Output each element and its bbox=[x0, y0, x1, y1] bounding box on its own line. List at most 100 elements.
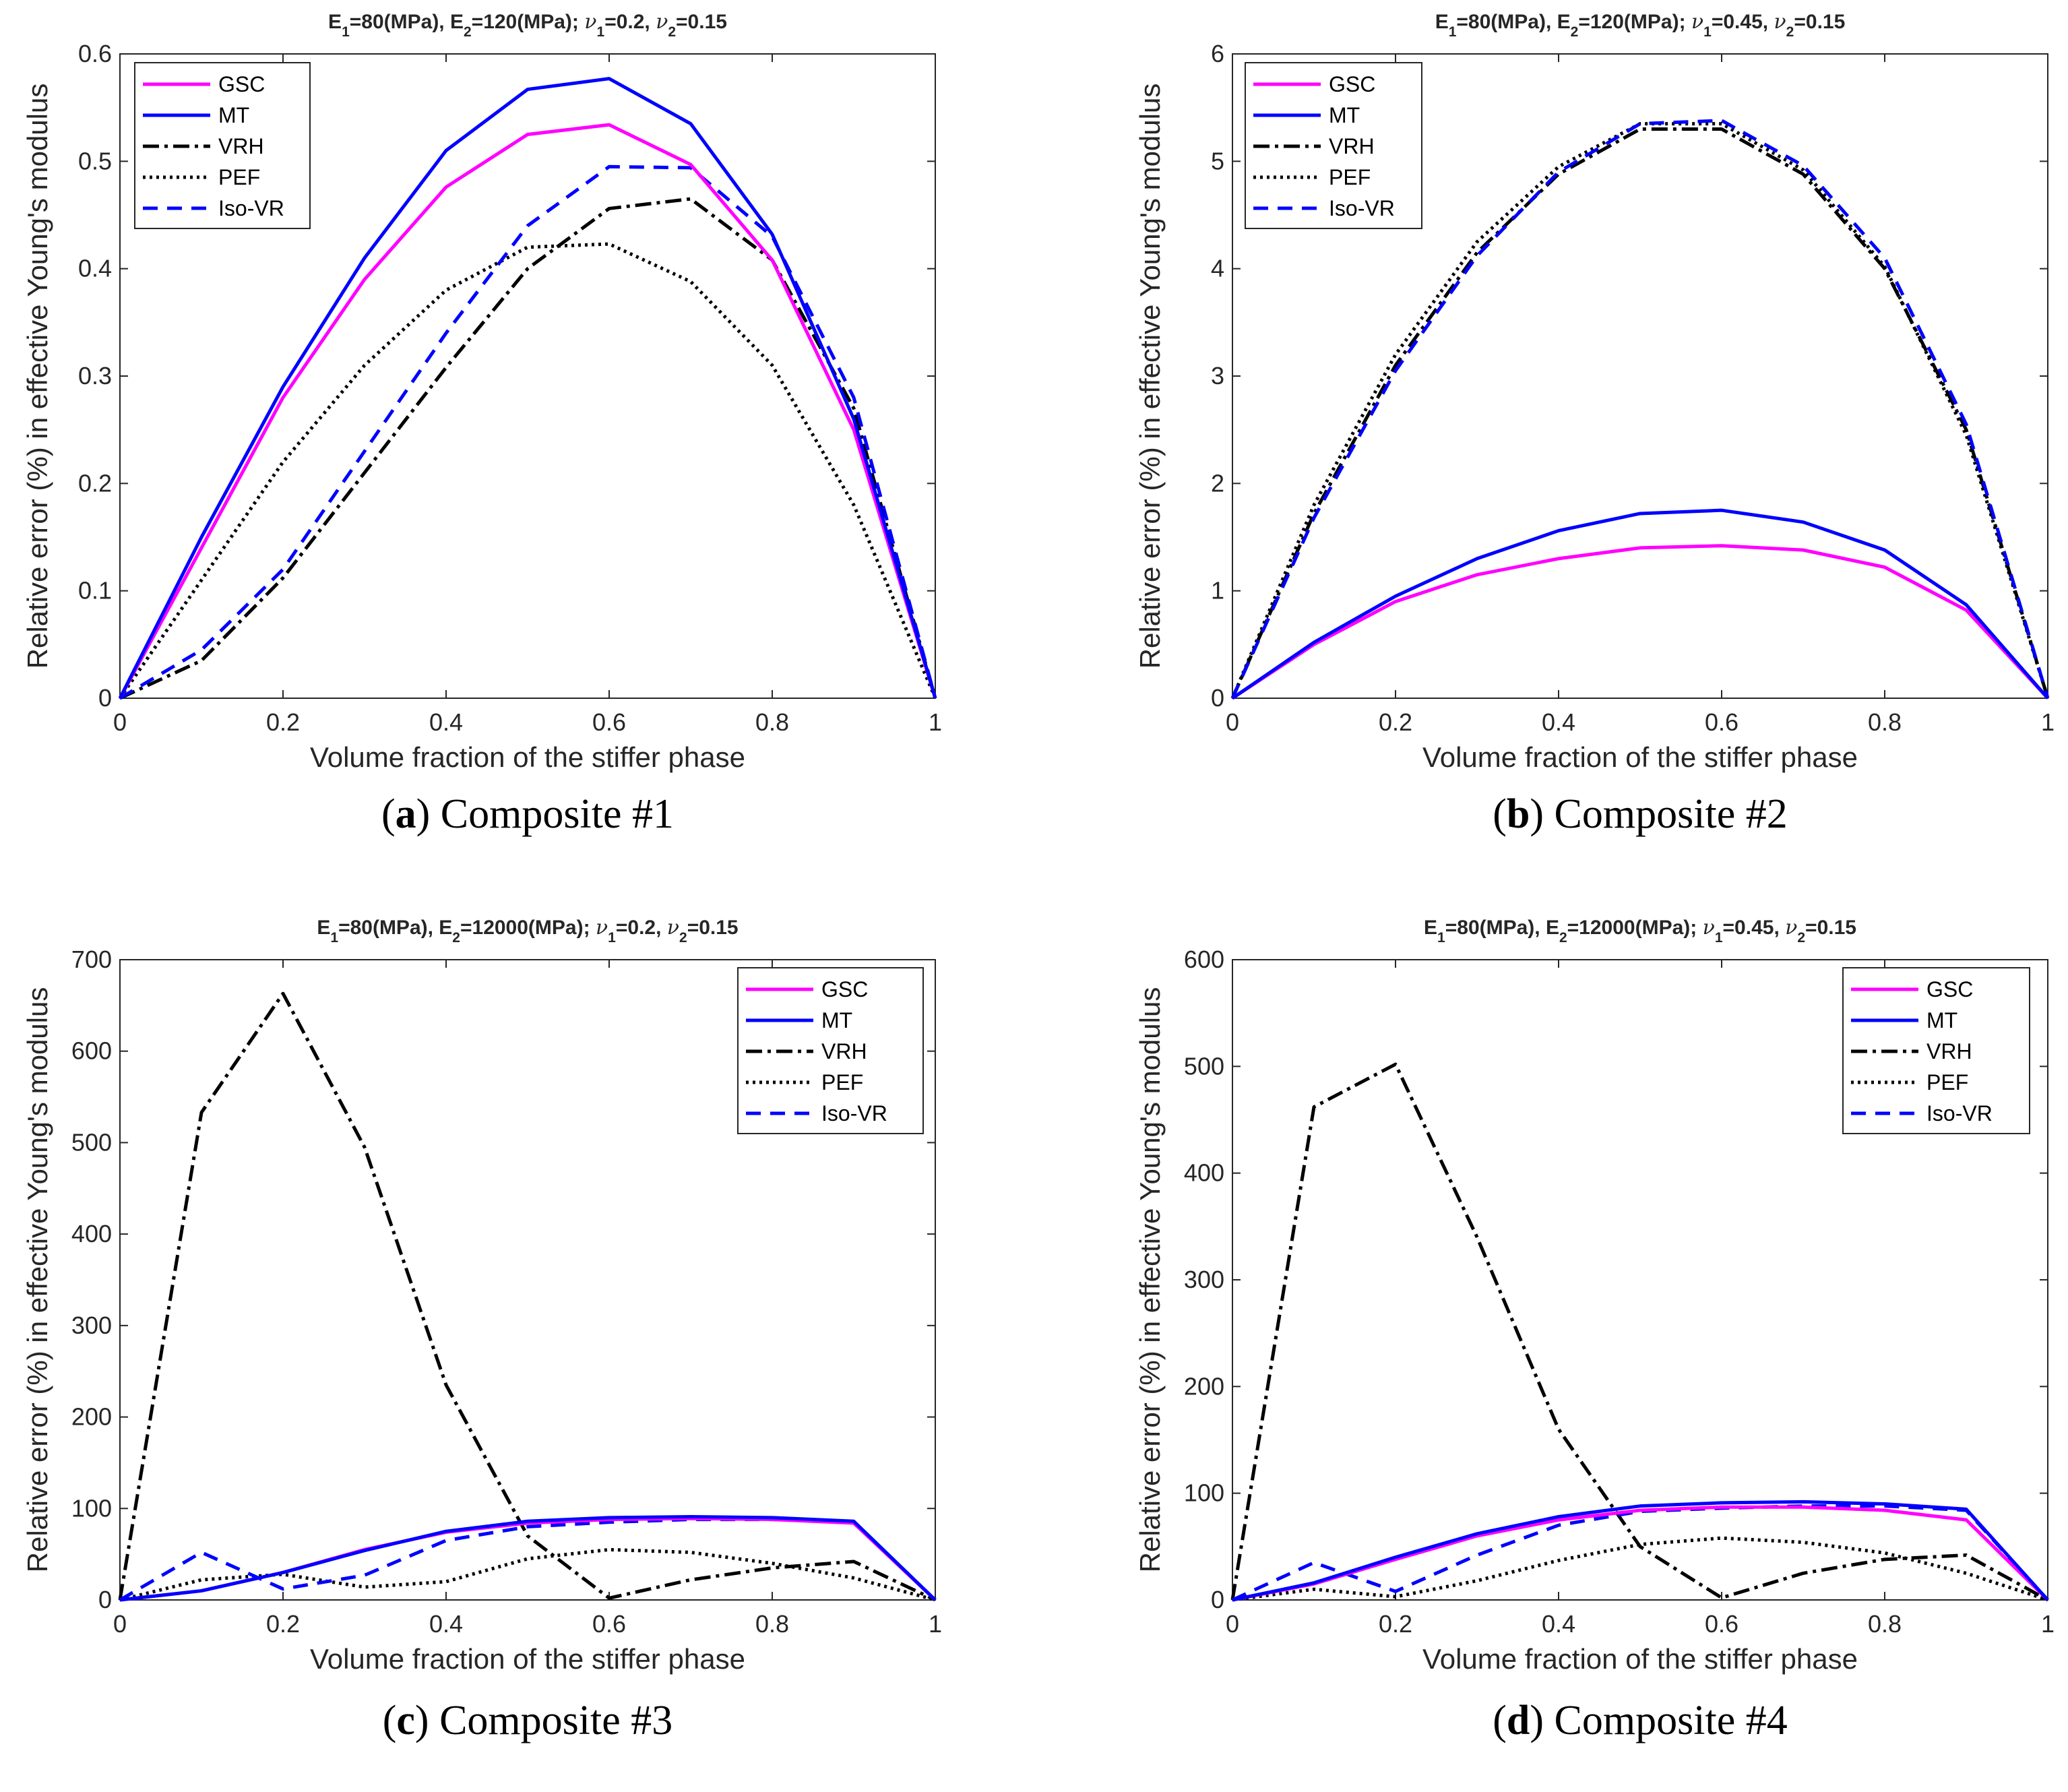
x-tick-label: 0.2 bbox=[266, 1610, 300, 1638]
panel-title: E1=80(MPa), E2=12000(MPa); ν1=0.45, ν2=0… bbox=[1424, 916, 1856, 946]
legend-label: VRH bbox=[218, 134, 264, 158]
legend-label: GSC bbox=[1926, 977, 1973, 1001]
x-tick-label: 0.4 bbox=[1542, 1610, 1575, 1638]
legend: GSC MT VRH PEF Iso-VR bbox=[1245, 62, 1422, 229]
y-axis-label: Relative error (%) in effective Young's … bbox=[1134, 987, 1166, 1573]
series-line-vrh bbox=[1230, 127, 2050, 700]
y-tick-label: 0 bbox=[1211, 1586, 1224, 1613]
x-tick-label: 0.6 bbox=[1705, 708, 1738, 736]
y-tick-label: 2 bbox=[1211, 469, 1224, 497]
y-tick-label: 400 bbox=[1184, 1159, 1224, 1187]
series-line-pef bbox=[119, 1547, 936, 1602]
legend-label: GSC bbox=[821, 977, 868, 1001]
chart-panel-d: E1=80(MPa), E2=12000(MPa); ν1=0.45, ν2=0… bbox=[1134, 916, 2055, 1743]
x-tick-label: 1 bbox=[929, 708, 942, 736]
legend-label: Iso-VR bbox=[821, 1101, 887, 1125]
panel-caption: (d) Composite #4 bbox=[1493, 1698, 1787, 1743]
x-tick-label: 0.8 bbox=[755, 1610, 789, 1638]
series-line-vrh bbox=[119, 197, 937, 700]
legend-label: MT bbox=[218, 103, 249, 127]
y-tick-label: 500 bbox=[71, 1128, 112, 1156]
legend-label: VRH bbox=[1329, 134, 1375, 158]
y-tick-label: 0.2 bbox=[78, 469, 112, 497]
series-line-vrh bbox=[118, 991, 937, 1602]
series-line-gsc bbox=[1232, 1505, 2049, 1602]
legend-label: GSC bbox=[1329, 72, 1375, 96]
x-tick-label: 0.6 bbox=[592, 1610, 626, 1638]
y-tick-label: 0.1 bbox=[78, 577, 112, 605]
legend-label: MT bbox=[1329, 103, 1360, 127]
legend-label: GSC bbox=[218, 72, 265, 96]
series-line-pef bbox=[1232, 1536, 2048, 1602]
panel-title: E1=80(MPa), E2=12000(MPa); ν1=0.2, ν2=0.… bbox=[317, 916, 738, 946]
legend-box bbox=[134, 62, 311, 229]
x-tick-label: 1 bbox=[2041, 708, 2055, 736]
x-axis-label: Volume fraction of the stiffer phase bbox=[310, 741, 745, 773]
y-tick-label: 200 bbox=[71, 1403, 112, 1431]
x-tick-label: 1 bbox=[2041, 1610, 2055, 1638]
x-tick-label: 0.6 bbox=[592, 708, 626, 736]
panel-caption: (b) Composite #2 bbox=[1493, 791, 1787, 837]
y-axis-label: Relative error (%) in effective Young's … bbox=[22, 84, 53, 669]
x-axis-label: Volume fraction of the stiffer phase bbox=[1422, 1643, 1858, 1675]
x-tick-label: 0 bbox=[1226, 708, 1239, 736]
x-tick-label: 0.8 bbox=[1868, 1610, 1902, 1638]
y-tick-label: 300 bbox=[1184, 1266, 1224, 1293]
legend-label: PEF bbox=[1329, 165, 1371, 189]
y-tick-label: 4 bbox=[1211, 255, 1224, 282]
x-tick-label: 0.8 bbox=[755, 708, 789, 736]
chart-panel-a: E1=80(MPa), E2=120(MPa); ν1=0.2, ν2=0.15… bbox=[22, 10, 942, 837]
series-line-mt bbox=[119, 1515, 937, 1602]
y-tick-label: 600 bbox=[1184, 946, 1224, 973]
x-axis-label: Volume fraction of the stiffer phase bbox=[1422, 741, 1858, 773]
y-tick-label: 0 bbox=[98, 1586, 112, 1613]
series-line-pef bbox=[118, 242, 937, 700]
x-tick-label: 0.6 bbox=[1705, 1610, 1738, 1638]
legend-label: PEF bbox=[218, 165, 260, 189]
legend-label: PEF bbox=[1926, 1070, 1968, 1094]
legend: GSC MT VRH PEF Iso-VR bbox=[1842, 967, 2030, 1134]
x-tick-label: 0.4 bbox=[1542, 708, 1575, 736]
series-line-mt bbox=[1232, 1500, 2049, 1602]
y-axis-label: Relative error (%) in effective Young's … bbox=[1134, 84, 1166, 669]
x-tick-label: 1 bbox=[929, 1610, 942, 1638]
y-tick-label: 700 bbox=[71, 946, 112, 973]
y-tick-label: 100 bbox=[71, 1494, 112, 1522]
legend-label: VRH bbox=[1926, 1039, 1972, 1063]
panel-title: E1=80(MPa), E2=120(MPa); ν1=0.2, ν2=0.15 bbox=[328, 10, 727, 40]
y-axis-label: Relative error (%) in effective Young's … bbox=[22, 987, 53, 1573]
y-tick-label: 400 bbox=[71, 1220, 112, 1247]
y-tick-label: 0 bbox=[98, 684, 112, 712]
x-tick-label: 0.4 bbox=[429, 1610, 463, 1638]
chart-panel-b: E1=80(MPa), E2=120(MPa); ν1=0.45, ν2=0.1… bbox=[1134, 10, 2055, 837]
y-tick-label: 3 bbox=[1211, 362, 1224, 390]
series-line-mt bbox=[118, 77, 937, 700]
legend-label: PEF bbox=[821, 1070, 863, 1094]
legend-label: VRH bbox=[821, 1039, 867, 1063]
panel-title: E1=80(MPa), E2=120(MPa); ν1=0.45, ν2=0.1… bbox=[1435, 10, 1846, 40]
series-line-gsc bbox=[1231, 544, 2049, 700]
series-line-vrh bbox=[1230, 1062, 2049, 1602]
x-tick-label: 0 bbox=[113, 708, 127, 736]
y-tick-label: 100 bbox=[1184, 1479, 1224, 1507]
x-tick-label: 0.8 bbox=[1868, 708, 1902, 736]
legend: GSC MT VRH PEF Iso-VR bbox=[134, 62, 311, 229]
legend-box bbox=[1245, 62, 1422, 229]
legend-label: Iso-VR bbox=[1329, 196, 1395, 220]
series-line-gsc bbox=[118, 123, 937, 700]
y-tick-label: 600 bbox=[71, 1037, 112, 1065]
legend-label: MT bbox=[821, 1008, 852, 1032]
y-tick-label: 6 bbox=[1211, 40, 1224, 67]
legend-label: Iso-VR bbox=[218, 196, 284, 220]
legend-label: Iso-VR bbox=[1926, 1101, 1993, 1125]
x-tick-label: 0.2 bbox=[266, 708, 300, 736]
y-tick-label: 0 bbox=[1211, 684, 1224, 712]
series-line-iso-vr bbox=[1230, 119, 2050, 700]
y-tick-label: 0.5 bbox=[78, 147, 112, 175]
x-tick-label: 0.2 bbox=[1379, 708, 1412, 736]
x-axis-label: Volume fraction of the stiffer phase bbox=[310, 1643, 745, 1675]
x-tick-label: 0 bbox=[1226, 1610, 1239, 1638]
chart-panel-c: E1=80(MPa), E2=12000(MPa); ν1=0.2, ν2=0.… bbox=[22, 916, 942, 1743]
y-tick-label: 500 bbox=[1184, 1052, 1224, 1080]
